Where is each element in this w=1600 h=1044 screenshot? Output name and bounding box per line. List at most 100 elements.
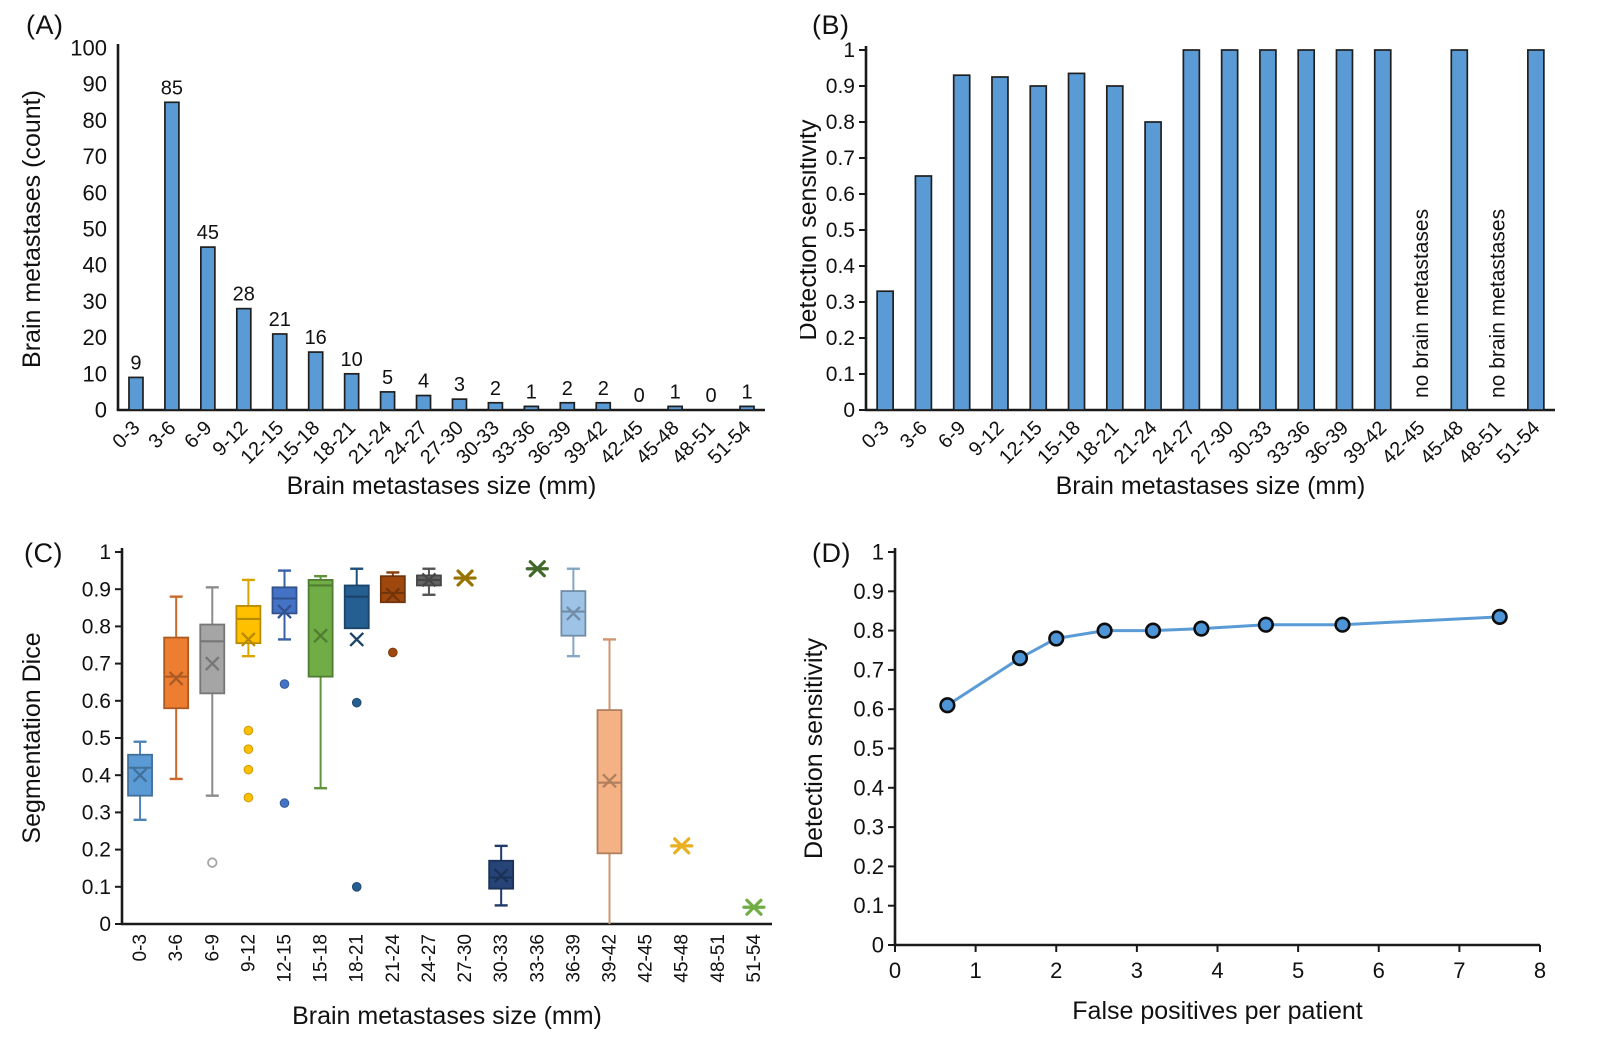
x-tick-label: 21-24 xyxy=(1110,417,1162,469)
x-tick-label: 0 xyxy=(889,958,901,983)
bar xyxy=(1144,121,1162,411)
panel-c: 0 0.1 0.2 0.3 0.4 0.5 0.6 0.7 0.8 0.9 1 Segmentatio… xyxy=(0,522,800,1044)
panel-letter-c: (C) xyxy=(24,538,63,568)
x-tick-label: 12-15 xyxy=(995,417,1047,469)
bar xyxy=(1182,49,1201,411)
x-tick-label: 45-48 xyxy=(672,934,693,983)
x-tick-label: 8 xyxy=(1534,958,1546,983)
y-tick-label: 0.3 xyxy=(82,802,111,825)
bar xyxy=(271,333,288,411)
mean-x-marker xyxy=(349,632,365,647)
y-axis-title: Segmentation Dice xyxy=(18,632,46,843)
bar xyxy=(343,372,360,411)
outlier-point xyxy=(207,857,218,868)
y-tick-label: 100 xyxy=(70,35,107,60)
mean-x-marker xyxy=(602,773,617,789)
data-point-marker xyxy=(939,697,956,714)
y-tick-label: 0.8 xyxy=(853,618,884,643)
data-point-marker xyxy=(1491,608,1508,625)
outlier-point xyxy=(243,744,254,754)
y-tick-label: 0.9 xyxy=(853,579,884,604)
mean-x-marker xyxy=(313,628,328,644)
panel-b-chart: 0 0.1 0.2 0.3 0.4 0.5 0.6 0.7 0.8 0.9 1 Detection s… xyxy=(800,39,1555,500)
bar xyxy=(1297,49,1316,411)
y-tick-label: 1 xyxy=(843,39,855,62)
bar-value-label: 2 xyxy=(490,378,501,400)
y-tick-label: 70 xyxy=(83,144,107,169)
x-tick-label: 15-18 xyxy=(1033,417,1085,469)
x-tick-label: 39-42 xyxy=(600,934,621,983)
bar-value-label: 9 xyxy=(130,352,141,374)
y-tick-label: 0.8 xyxy=(826,111,855,134)
x-tick-label: 3-6 xyxy=(144,417,180,453)
bar-value-label: 16 xyxy=(305,327,327,349)
box xyxy=(163,636,190,710)
box xyxy=(343,584,370,630)
y-tick-label: 0.3 xyxy=(826,291,855,314)
x-tick-label: 6-9 xyxy=(934,417,970,453)
x-tick-label: 12-15 xyxy=(275,934,296,983)
outlier-point xyxy=(243,764,254,775)
bar xyxy=(307,351,324,411)
bar xyxy=(559,401,576,411)
x-tick-label: 45-48 xyxy=(1416,417,1468,469)
y-tick-label: 0.9 xyxy=(82,578,111,601)
y-tick-label: 0.6 xyxy=(826,183,855,206)
bar xyxy=(379,391,396,411)
bar xyxy=(1373,49,1392,411)
x-tick-label: 6-9 xyxy=(202,934,223,961)
panel-letter-a: (A) xyxy=(26,10,64,40)
y-tick-label: 0.4 xyxy=(826,255,856,278)
x-tick-label: 0-3 xyxy=(858,417,894,453)
y-tick-label: 60 xyxy=(83,180,107,205)
box xyxy=(379,575,406,604)
bar xyxy=(1067,72,1086,411)
bar-value-label: 21 xyxy=(269,309,291,331)
y-tick-label: 0.5 xyxy=(826,219,855,242)
panel-c-chart: 0 0.1 0.2 0.3 0.4 0.5 0.6 0.7 0.8 0.9 1 Segmentatio… xyxy=(18,541,772,1030)
y-tick-label: 1 xyxy=(872,539,884,564)
x-axis-title: Brain metastases size (mm) xyxy=(292,1002,602,1030)
x-tick-label: 51-54 xyxy=(1493,417,1545,469)
bar-value-label: 0 xyxy=(634,385,645,407)
bar xyxy=(739,405,755,411)
x-tick-label: 42-45 xyxy=(636,934,657,983)
mean-x-marker xyxy=(566,606,581,621)
data-point-marker xyxy=(1334,616,1351,633)
bar xyxy=(1105,85,1124,411)
y-tick-label: 0.5 xyxy=(82,727,111,750)
single-value-star-marker xyxy=(673,837,691,855)
x-tick-label: 3-6 xyxy=(166,934,187,961)
x-tick-label: 3 xyxy=(1131,958,1143,983)
y-tick-label: 0.4 xyxy=(853,775,884,800)
x-tick-label: 30-33 xyxy=(491,934,512,983)
y-tick-label: 50 xyxy=(83,216,107,241)
y-tick-label: 0.7 xyxy=(82,653,111,676)
x-tick-label: 1 xyxy=(970,958,982,983)
outlier-point xyxy=(243,725,254,736)
mean-x-marker xyxy=(385,587,401,603)
line-series xyxy=(946,615,1500,707)
x-tick-label: 18-21 xyxy=(347,934,368,983)
x-tick-label: 0-3 xyxy=(109,417,145,453)
y-tick-label: 0.2 xyxy=(853,854,884,879)
x-tick-label: 6 xyxy=(1373,958,1385,983)
x-tick-label: 24-27 xyxy=(1148,417,1200,469)
data-point-marker xyxy=(1144,622,1162,639)
y-tick-label: 0.2 xyxy=(82,839,111,862)
box xyxy=(235,605,262,645)
y-tick-label: 40 xyxy=(83,253,107,278)
x-tick-label: 2 xyxy=(1050,958,1062,983)
y-axis-title: Brain metastases (count) xyxy=(18,90,46,368)
data-point-marker xyxy=(1096,622,1113,639)
bar-value-label: 10 xyxy=(341,349,363,371)
bar xyxy=(595,401,612,411)
mean-x-marker xyxy=(204,656,220,671)
data-point-marker xyxy=(1011,650,1029,667)
y-tick-label: 0.7 xyxy=(853,657,884,682)
mean-x-marker xyxy=(493,868,509,883)
x-axis-title: Brain metastases size (mm) xyxy=(1056,472,1366,500)
bar-value-label: 2 xyxy=(562,378,573,400)
